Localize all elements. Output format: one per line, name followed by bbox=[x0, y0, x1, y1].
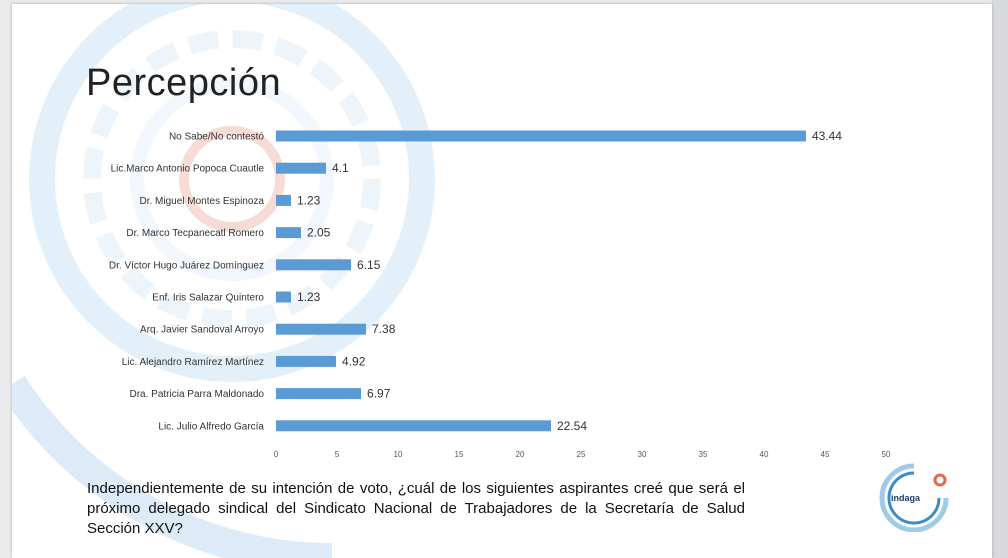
x-tick-label: 15 bbox=[455, 450, 464, 459]
indaga-logo-icon bbox=[879, 463, 949, 532]
category-label: No Sabe/No contestó bbox=[169, 132, 264, 143]
data-label: 43.44 bbox=[812, 129, 842, 143]
category-label: Dr. Marco Tecpanecatl Romero bbox=[126, 228, 264, 239]
survey-question: Independientemente de su intención de vo… bbox=[87, 480, 745, 537]
x-tick-label: 5 bbox=[335, 450, 340, 459]
x-tick-label: 45 bbox=[821, 450, 830, 459]
category-label: Dr. Miguel Montes Espinoza bbox=[139, 196, 264, 207]
bar bbox=[276, 355, 337, 367]
x-tick-label: 35 bbox=[699, 450, 708, 459]
x-tick-label: 25 bbox=[577, 450, 586, 459]
bar bbox=[276, 162, 327, 174]
bg-arc-middle bbox=[83, 30, 381, 328]
category-label: Enf. Iris Salazar Quintero bbox=[152, 293, 264, 304]
window-edge-strip bbox=[992, 0, 1008, 558]
data-label: 22.54 bbox=[557, 419, 587, 433]
data-label: 6.15 bbox=[357, 258, 381, 272]
x-tick-label: 40 bbox=[760, 450, 769, 459]
bar-chart: No Sabe/No contestó 43.44 Lic.Marco Antoni… bbox=[109, 129, 891, 459]
data-label: 7.38 bbox=[372, 322, 396, 336]
bar bbox=[276, 420, 551, 432]
category-label: Lic. Julio Alfredo García bbox=[158, 421, 264, 432]
category-label: Lic.Marco Antonio Popoca Cuautle bbox=[111, 164, 265, 175]
category-label: Dra. Patricia Parra Maldonado bbox=[129, 389, 264, 400]
bg-arc-outer bbox=[29, 4, 435, 382]
data-label: 1.23 bbox=[297, 290, 321, 304]
bar bbox=[276, 291, 292, 303]
bar bbox=[276, 259, 352, 271]
x-tick-label: 30 bbox=[638, 450, 647, 459]
bar bbox=[276, 130, 806, 142]
page-title: Percepción bbox=[86, 62, 282, 104]
x-tick-label: 0 bbox=[274, 450, 279, 459]
bg-arc-inner bbox=[130, 77, 334, 281]
bg-arc-bottom bbox=[12, 375, 332, 558]
x-tick-label: 50 bbox=[882, 450, 891, 459]
data-label: 6.97 bbox=[367, 387, 391, 401]
presentation-slide: Percepción No Sabe/No contestó 43.44 Lic.M… bbox=[12, 4, 992, 558]
bg-arc-accent bbox=[179, 126, 285, 232]
bar bbox=[276, 388, 362, 400]
x-tick-label: 10 bbox=[394, 450, 403, 459]
data-label: 1.23 bbox=[297, 193, 321, 207]
x-tick-label: 20 bbox=[516, 450, 525, 459]
bar bbox=[276, 194, 292, 206]
category-label: Arq. Javier Sandoval Arroyo bbox=[140, 325, 264, 336]
logo-text: indaga bbox=[891, 493, 921, 503]
bar bbox=[276, 227, 302, 239]
background-arcs-decoration bbox=[12, 4, 435, 558]
data-label: 4.92 bbox=[342, 354, 366, 368]
data-label: 4.1 bbox=[332, 161, 349, 175]
bar bbox=[276, 323, 367, 335]
data-label: 2.05 bbox=[307, 226, 331, 240]
category-label: Dr. Víctor Hugo Juárez Domínguez bbox=[109, 260, 264, 271]
category-label: Lic. Alejandro Ramírez Martínez bbox=[122, 357, 264, 368]
